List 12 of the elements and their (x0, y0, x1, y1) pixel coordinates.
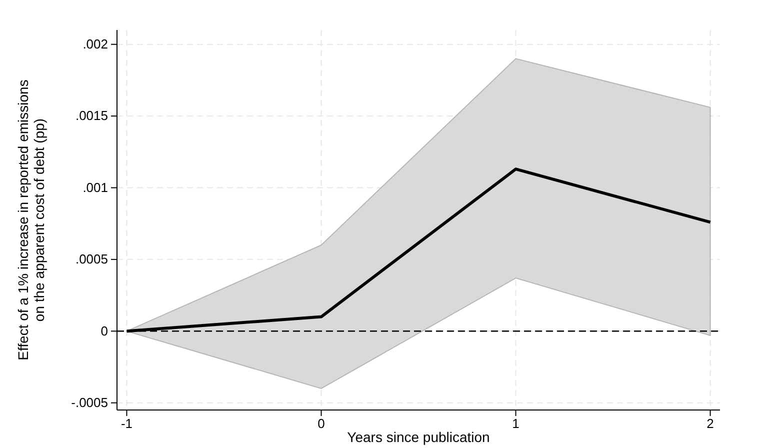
y-tick-label: .0005 (75, 252, 108, 267)
x-tick-label: 1 (512, 416, 520, 432)
y-tick-label: -.0005 (71, 394, 108, 410)
y-tick-label: .0015 (75, 108, 108, 124)
x-axis-title: Years since publication (347, 429, 490, 445)
y-tick-label: .002 (82, 36, 108, 52)
x-tick-label: 2 (706, 416, 714, 432)
y-tick-label: 0 (100, 323, 108, 338)
y-axis-title: Effect of a 1% increase in reported emissions on the apparent cost of debt (pp) (15, 80, 48, 360)
y-tick-label: .001 (82, 180, 108, 195)
x-tick-label: -1 (120, 416, 133, 432)
x-tick-label: 0 (318, 416, 325, 432)
